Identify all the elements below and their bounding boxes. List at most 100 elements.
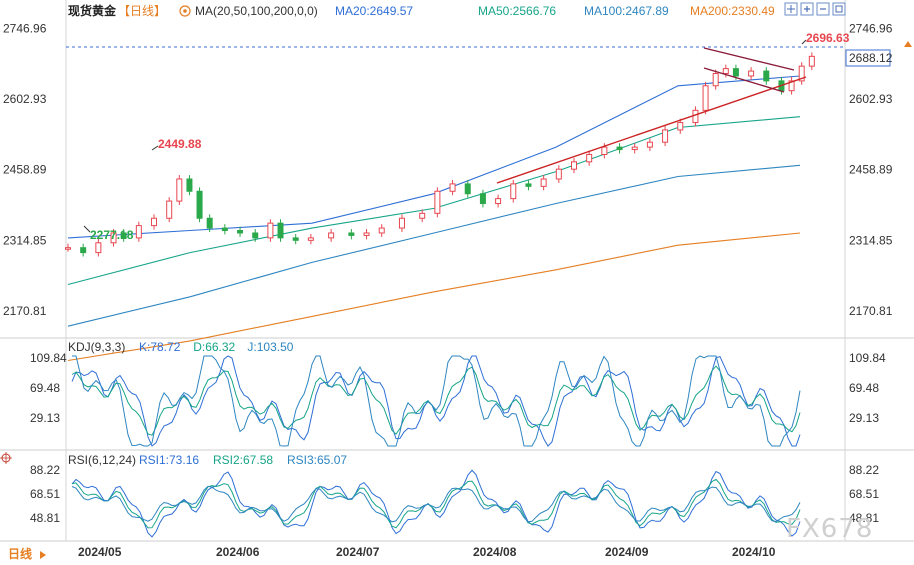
candle-body — [586, 153, 593, 163]
kdj-lines — [71, 355, 801, 447]
low-marker: 2277.18 — [83, 225, 134, 242]
x-axis-labels: 2024/05 2024/06 2024/07 2024/08 2024/09 2024/… — [78, 545, 776, 559]
candle-body — [398, 217, 405, 229]
candle-body — [692, 109, 699, 124]
y-tick-label-left: 2458.89 — [3, 163, 47, 177]
candle-body — [808, 55, 815, 67]
instrument-title: 现货黄金 — [68, 3, 117, 18]
settings-icon[interactable] — [179, 5, 191, 17]
sub-tick-label-left: 109.84 — [30, 351, 67, 365]
candle-body — [65, 247, 71, 250]
candle-body — [732, 68, 739, 77]
fullscreen-icon[interactable] — [832, 2, 846, 16]
current-price-tag: 2688.12 — [845, 49, 893, 67]
period-tab-label[interactable]: 日线 — [8, 546, 32, 561]
rsi-value-label: RSI3:65.07 — [287, 453, 347, 467]
candle-body — [151, 217, 158, 227]
candle-body — [525, 183, 532, 187]
candle-body — [510, 183, 517, 200]
channel-lower-line — [703, 67, 785, 93]
candle-body — [237, 230, 244, 234]
candle-body — [449, 183, 456, 192]
sub-tick-label-left: 69.48 — [30, 381, 60, 395]
candle-body — [601, 146, 608, 155]
candle-body — [186, 178, 193, 192]
sub-tick-label-left: 29.13 — [30, 411, 60, 425]
moving-average-lines — [67, 75, 801, 362]
y-tick-label-left: 2602.93 — [3, 92, 47, 106]
candle-body — [120, 232, 127, 239]
rsi-values: RSI1:73.16 RSI2:67.58 RSI3:65.07 — [139, 453, 347, 467]
current-price-arrow-icon — [904, 41, 912, 47]
candle-body — [540, 178, 547, 187]
candle-body — [110, 232, 117, 244]
candlesticks — [65, 52, 815, 257]
candle-body — [135, 225, 142, 239]
y-tick-label-left: 2746.96 — [3, 21, 47, 35]
period-label[interactable]: 【日线】 — [118, 4, 166, 18]
high-marker: 2449.88 — [151, 137, 202, 151]
ma-line-ma20 — [67, 75, 801, 239]
candle-body — [292, 237, 299, 241]
candle-body — [616, 146, 623, 151]
move-icon[interactable] — [784, 2, 798, 16]
kdj-value-label: J:103.50 — [247, 340, 293, 354]
candle-body — [555, 168, 562, 180]
ma-value-label: MA100:2467.89 — [584, 4, 669, 18]
current-price-label: 2688.12 — [849, 51, 893, 65]
rsi-lines — [71, 469, 801, 538]
ma-value-label: MA200:2330.49 — [690, 4, 775, 18]
ma-value-label: MA20:2649.57 — [335, 4, 413, 18]
zoom-in-icon[interactable] — [800, 2, 814, 16]
sub-tick-label-right: 68.51 — [849, 487, 879, 501]
y-tick-label-right: 2602.93 — [849, 92, 893, 106]
candle-body — [712, 73, 719, 87]
sub-tick-label-left: 68.51 — [30, 487, 60, 501]
candle-body — [677, 122, 684, 131]
y-tick-label-right: 2746.96 — [849, 21, 893, 35]
candle-body — [307, 237, 314, 241]
kdj-value-label: D:66.32 — [193, 340, 235, 354]
channel-upper-line — [703, 47, 795, 71]
rsi-header: RSI(6,12,24) — [68, 453, 136, 467]
ma-line-ma200 — [67, 232, 801, 362]
sub-tick-label-right: 29.13 — [849, 411, 879, 425]
candle-body — [166, 200, 173, 219]
y-tick-label-right: 2170.81 — [849, 304, 893, 318]
candle-body — [702, 85, 709, 111]
crosshair-icon[interactable] — [0, 452, 12, 464]
candle-body — [571, 161, 577, 170]
candle-body — [646, 141, 653, 148]
candle-body — [80, 247, 87, 254]
sub-tick-label-right: 88.22 — [849, 463, 879, 477]
period-tab[interactable]: 日线 — [8, 546, 46, 561]
sub-tick-label-left: 88.22 — [30, 463, 60, 477]
y-tick-label-right: 2314.85 — [849, 233, 893, 247]
y-tick-label-left: 2170.81 — [3, 304, 47, 318]
x-tick-label: 2024/05 — [78, 545, 122, 559]
swing-low-label: 2277.18 — [90, 228, 134, 242]
candle-body — [788, 80, 795, 92]
ma-values: MA20:2649.57 MA50:2566.76 MA100:2467.89 MA2… — [335, 4, 775, 18]
x-tick-label: 2024/10 — [732, 545, 776, 559]
candle-body — [763, 70, 770, 82]
candle-body — [662, 129, 669, 143]
candle-body — [419, 212, 426, 219]
trend-annotations — [496, 47, 807, 184]
watermark: FX678 — [786, 514, 873, 544]
x-tick-label: 2024/06 — [216, 545, 260, 559]
support-trendline — [496, 76, 807, 184]
x-tick-label: 2024/08 — [473, 545, 517, 559]
candle-body — [631, 146, 638, 151]
ma-line-ma100 — [67, 164, 801, 327]
sub-tick-label-left: 48.81 — [30, 511, 60, 525]
rsi-value-label: RSI1:73.16 — [139, 453, 199, 467]
zoom-out-icon[interactable] — [816, 2, 830, 16]
rsi-value-label: RSI2:67.58 — [213, 453, 273, 467]
kdj-header: KDJ(9,3,3) — [68, 340, 125, 354]
candle-body — [748, 70, 755, 77]
y-tick-label-left: 2314.85 — [3, 233, 47, 247]
candle-body — [221, 227, 228, 232]
candle-body — [328, 232, 335, 239]
